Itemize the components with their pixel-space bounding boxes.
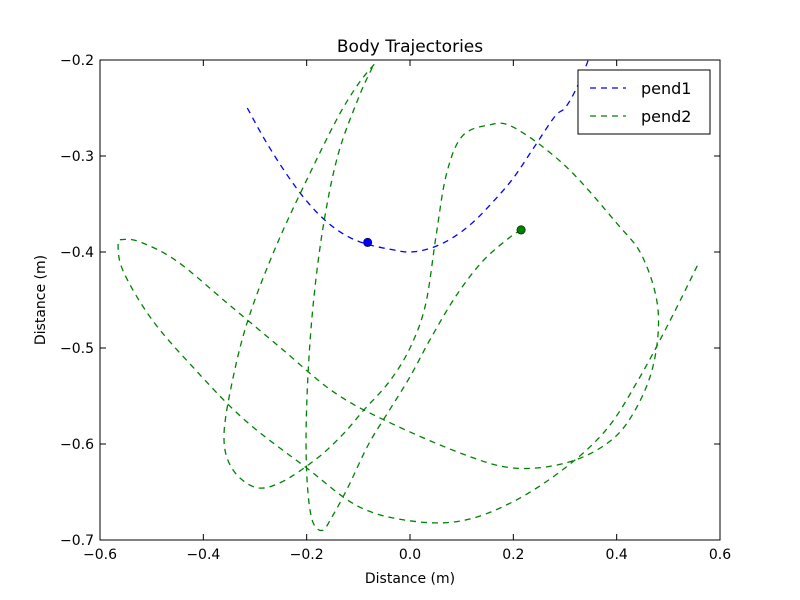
series-line-pend1 (246, 60, 589, 253)
legend: pend1 pend2 (577, 69, 711, 135)
series-marker-pend2 (516, 225, 526, 235)
legend-label-pend2: pend2 (641, 107, 691, 126)
x-tick-label: −0.4 (186, 547, 220, 563)
x-tick-label: −0.2 (290, 547, 324, 563)
x-tick-label: 0.6 (709, 547, 731, 563)
series-marker-pend1 (363, 237, 373, 247)
y-tick-label: −0.2 (60, 53, 94, 69)
y-tick-label: −0.7 (60, 533, 94, 549)
x-tick-label: 0.4 (606, 547, 628, 563)
x-tick-label: 0.0 (399, 547, 421, 563)
x-axis: −0.6 −0.4 −0.2 0.0 0.2 0.4 0.6 (83, 60, 731, 563)
chart-title: Body Trajectories (337, 37, 483, 57)
y-tick-label: −0.6 (60, 437, 94, 453)
legend-box (577, 69, 711, 135)
legend-label-pend1: pend1 (641, 79, 691, 98)
y-tick-label: −0.5 (60, 341, 94, 357)
y-tick-label: −0.4 (60, 245, 94, 261)
series-line-pend2 (117, 63, 700, 532)
x-axis-label: Distance (m) (365, 571, 455, 587)
y-axis: −0.7 −0.6 −0.5 −0.4 −0.3 −0.2 (60, 53, 720, 549)
y-axis-label: Distance (m) (33, 255, 49, 345)
x-tick-label: 0.2 (502, 547, 524, 563)
x-tick-label: −0.6 (83, 547, 117, 563)
y-tick-label: −0.3 (60, 149, 94, 165)
